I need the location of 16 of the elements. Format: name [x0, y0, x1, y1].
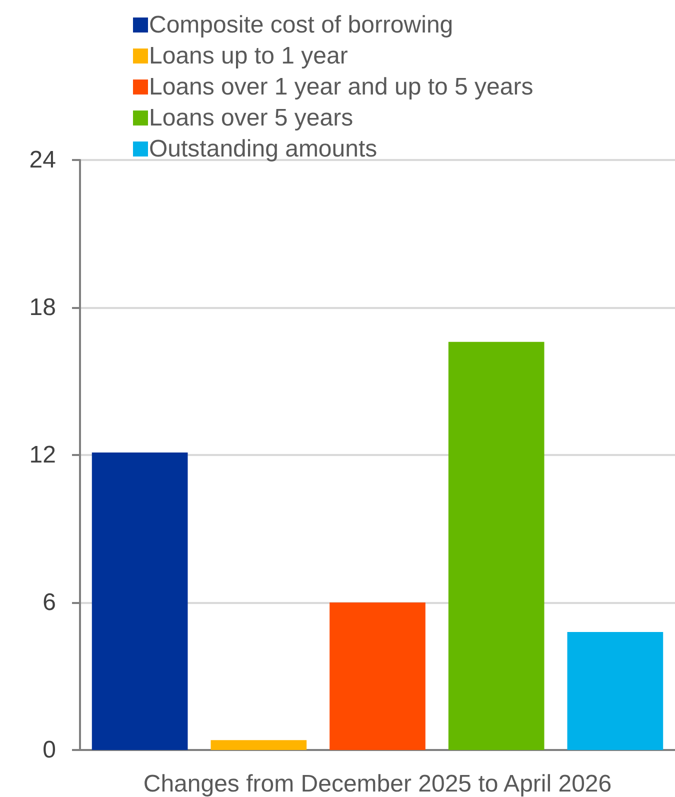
- y-tick-label: 24: [29, 146, 56, 174]
- x-tick-label: Changes from December 2025 to April 2026: [143, 770, 612, 797]
- y-tick-label: 12: [29, 442, 56, 468]
- legend-label: Outstanding amounts: [149, 136, 378, 162]
- y-tick-label: 6: [42, 589, 56, 616]
- bar: [567, 632, 664, 750]
- y-tick-label: 0: [42, 736, 56, 764]
- bar: [448, 342, 544, 750]
- legend-label: Loans over 5 years: [149, 104, 354, 132]
- bar: [330, 602, 426, 750]
- legend-label: Loans over 1 year and up to 5 years: [149, 74, 534, 100]
- bar: [210, 740, 307, 750]
- y-tick-label: 18: [29, 294, 56, 321]
- bar: [92, 452, 188, 750]
- legend-label: Loans up to 1 year: [149, 42, 348, 70]
- legend-label: Composite cost of borrowing: [149, 12, 454, 38]
